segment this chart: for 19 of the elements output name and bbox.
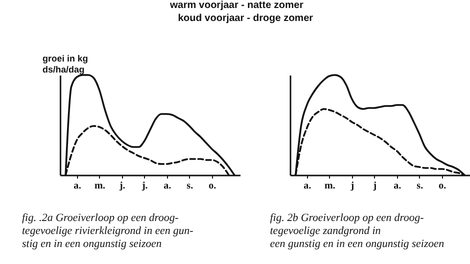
x-tick-label: o. <box>208 180 217 192</box>
x-tick-label: s. <box>186 180 194 192</box>
x-tick-label: a. <box>394 180 402 192</box>
x-tick-label: m. <box>94 180 106 192</box>
x-tick-label: j <box>350 180 354 192</box>
text: warm voorjaar - natte zomer <box>170 0 304 11</box>
x-tick-label: m. <box>324 180 336 192</box>
x-tick-label: a. <box>304 180 312 192</box>
text: fig. .2a Groeiverloop op een droog- tegevoelige rivierkleigrond in een gun- stig en in een ongunstig seizoen <box>22 212 194 250</box>
x-tick-label: o. <box>438 180 447 192</box>
x-tick-label: a. <box>74 180 82 192</box>
y-axis-title: groei in kg ds/ha/dag <box>42 54 88 74</box>
text: koud voorjaar - droge zomer <box>178 13 314 24</box>
x-tick-label: a. <box>164 180 172 192</box>
text: fig. 2b Groeiverloop op een droog- tegevoelige zandgrond in een gunstig en in een ongunstig seizoen <box>270 212 445 250</box>
x-tick-label: j <box>372 180 377 192</box>
x-tick-label: j. <box>118 180 126 192</box>
x-tick-label: s. <box>416 180 424 192</box>
x-tick-label: j. <box>140 180 148 192</box>
